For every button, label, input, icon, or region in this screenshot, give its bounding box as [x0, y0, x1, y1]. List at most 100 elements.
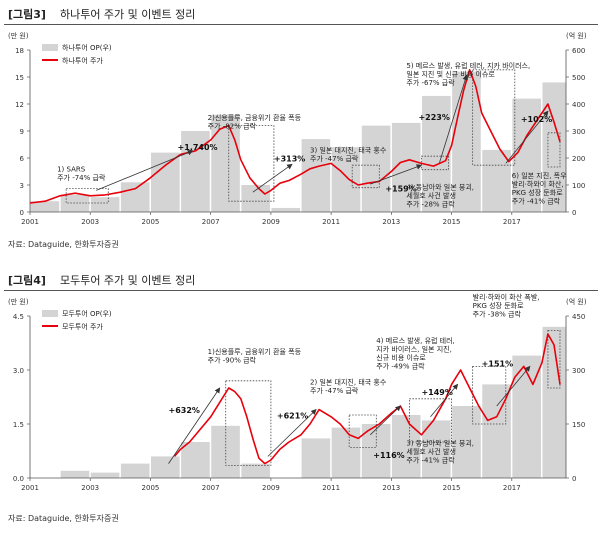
right-tick-label: 400: [572, 101, 585, 109]
right-tick-label: 450: [572, 313, 585, 321]
op-bar: [512, 98, 541, 212]
x-tick-label: 2003: [81, 218, 99, 226]
event-annotation: 4) 메르스 발생, 유럽 테러, 지카 바이러스, 일본 지진, 신규 비용 이슈…: [376, 336, 455, 371]
gain-label: +313%: [274, 155, 305, 164]
x-tick-label: 2015: [443, 218, 461, 226]
event-annotation: 1)신용플루, 금융위기 환율 폭등 주가 -90% 급락: [208, 347, 302, 365]
right-tick-label: 300: [572, 367, 585, 375]
op-bar: [422, 420, 451, 478]
left-tick-label: 0: [20, 209, 24, 217]
op-bar: [241, 463, 270, 478]
trend-arrow: [369, 405, 401, 436]
left-tick-label: 15: [15, 74, 24, 82]
gain-label: +151%: [482, 359, 513, 368]
event-annotation-line: 주가 -90% 급락: [208, 355, 257, 364]
op-bar: [422, 95, 451, 212]
left-tick-label: 12: [15, 101, 24, 109]
left-tick-label: 4.5: [13, 313, 24, 321]
event-annotation-line: 주가 -67% 급락: [406, 78, 455, 87]
figure-4-title: 모두투어 주가 및 이벤트 정리: [59, 274, 196, 287]
op-bar: [331, 427, 361, 478]
op-bar: [361, 125, 391, 212]
event-annotation-line: 4) 메르스 발생, 유럽 테러,: [376, 336, 455, 345]
op-bar: [60, 470, 90, 478]
event-box: [348, 414, 377, 448]
hanatour-chart: (만 원) (억 원) 0 3 6 9 12 15 18 0 100 200 300 400 500 600 2…: [8, 31, 587, 226]
figure-3-source: 자료: Dataguide, 한화투자증권: [8, 240, 119, 249]
op-bar: [452, 406, 481, 478]
event-annotation: 3) 동남아와 일본 붕괴, 세월호 사건 발생 주가 -41% 급락: [406, 439, 474, 465]
right-tick-label: 0: [572, 209, 576, 217]
event-annotation-line: 3) 동남아와 일본 붕괴,: [406, 439, 474, 448]
event-annotation-line: PKG 성장 둔화로: [512, 188, 563, 197]
legend-price-label: 모두투어 주가: [62, 322, 103, 331]
op-bar: [211, 114, 240, 212]
gain-label: +116%: [373, 451, 404, 460]
event-box: [547, 330, 561, 389]
event-annotation: 3) 일본 대지진, 태국 홍수 주가 -47% 급락: [310, 146, 387, 164]
event-box: [225, 380, 272, 466]
figure-3-header: [그림3] 하나투어 주가 및 이벤트 정리: [8, 6, 195, 22]
event-annotation-line: 5) 일본 지진, 폭우: [473, 292, 528, 293]
left-tick-label: 3: [20, 182, 24, 190]
event-annotation-line: 발리·하와이 화산,: [512, 179, 564, 188]
event-annotation-line: 주가 -47% 급락: [310, 386, 359, 395]
price-line: [173, 333, 561, 465]
op-bar: [271, 207, 301, 212]
event-annotation-line: 세월호 사건 발생: [406, 447, 456, 456]
figure-3-label: [그림3]: [8, 8, 46, 21]
left-tick-label: 1.5: [13, 421, 24, 429]
x-tick-label: 2001: [21, 484, 39, 492]
event-annotation-line: 1) SARS: [57, 166, 86, 174]
trend-arrow: [267, 409, 317, 457]
op-bar: [90, 472, 120, 478]
event-annotation-line: 1)신용플루, 금융위기 환율 폭등: [208, 347, 302, 356]
trend-arrow: [505, 110, 549, 164]
legend-op-swatch: [42, 310, 58, 317]
gain-label: +223%: [418, 113, 449, 122]
op-bar: [60, 194, 90, 212]
event-box: [472, 69, 516, 166]
event-annotation: 2) 일본 대지진, 태국 홍수 주가 -47% 급락: [310, 377, 387, 395]
event-annotation-line: 2) 일본 대지진, 태국 홍수: [310, 377, 387, 386]
legend-price-label: 하나투어 주가: [62, 56, 103, 65]
event-box: [65, 188, 109, 204]
gain-label: +102%: [521, 115, 552, 124]
event-annotation-line: 발리·하와이 화산 폭발,: [473, 292, 540, 301]
event-annotation-line: 일본 지진 및 신규 비용 이슈로: [406, 70, 495, 79]
gain-label: +632%: [169, 406, 200, 415]
event-annotation-line: 지카 바이러스, 일본 지진,: [376, 345, 452, 354]
event-annotation: 6) 일본 지진, 폭우 발리·하와이 화산, PKG 성장 둔화로 주가 -41% …: [512, 171, 567, 206]
left-tick-label: 9: [20, 128, 24, 136]
op-bar: [301, 438, 331, 478]
event-annotation: 2)신용플루, 금융위기 환율 폭등 주가 -82% 급락: [208, 113, 302, 131]
event-annotation-line: 주가 -49% 급락: [376, 362, 425, 371]
price-line: [29, 68, 561, 204]
event-annotation-line: 6) 일본 지진, 폭우: [512, 171, 567, 180]
figure-4-source: 자료: Dataguide, 한화투자증권: [8, 514, 119, 523]
figure-3-title: 하나투어 주가 및 이벤트 정리: [59, 8, 196, 21]
op-bar: [120, 463, 150, 478]
event-annotation-line: 주가 -28% 급락: [406, 200, 455, 209]
x-tick-label: 2003: [81, 484, 99, 492]
op-bar: [241, 185, 270, 212]
event-annotation-line: PKG 성장 둔화로: [473, 301, 524, 310]
event-annotation-line: 4) 동남아와 일본 붕괴,: [406, 183, 474, 192]
right-tick-label: 600: [572, 47, 585, 55]
legend-op-label: 하나투어 OP(우): [62, 43, 112, 52]
event-annotation-line: 5) 메르스 발생, 유럽 테러, 지카 바이러스,: [406, 61, 530, 70]
x-tick-label: 2001: [21, 218, 39, 226]
event-box: [421, 155, 449, 171]
right-tick-label: 150: [572, 421, 585, 429]
event-annotation-line: 주가 -82% 급락: [208, 122, 257, 131]
x-tick-label: 2013: [382, 484, 400, 492]
right-tick-label: 300: [572, 128, 585, 136]
event-annotation: 4) 동남아와 일본 붕괴, 세월호 사건 발생 주가 -28% 급락: [406, 183, 474, 209]
event-annotation-line: 2)신용플루, 금융위기 환율 폭등: [208, 113, 302, 122]
x-tick-label: 2017: [503, 218, 521, 226]
op-bar: [301, 139, 331, 212]
event-annotation-line: 세월호 사건 발생: [406, 191, 456, 200]
event-annotation-line: 주가 -41% 급락: [512, 196, 561, 205]
x-tick-label: 2005: [142, 218, 160, 226]
left-tick-label: 3.0: [13, 367, 24, 375]
